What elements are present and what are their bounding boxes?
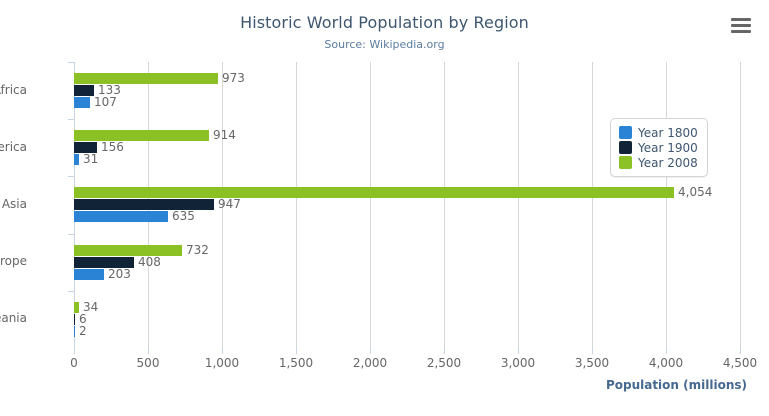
legend-item-year-2008[interactable]: Year 2008 [619,155,698,170]
x-axis-tick [666,348,667,354]
bar-oceania-year-2008[interactable] [74,301,79,313]
x-axis-tick [444,348,445,354]
legend-swatch-icon [619,156,632,169]
gridline [444,62,445,348]
category-label-oceania: Oceania [0,311,27,326]
bar-group: Europe 732 408 203 [0,233,740,291]
y-axis-tick [68,62,74,63]
bar-europe-year-1900[interactable] [74,256,134,268]
x-axis-tick [296,348,297,354]
bar-value-label: 947 [218,197,241,212]
bar-africa-year-1800[interactable] [74,97,90,109]
bar-africa-year-2008[interactable] [74,73,218,85]
x-axis-tick [74,348,75,354]
chart-subtitle: Source: Wikipedia.org [324,38,445,51]
bar-africa-year-1900[interactable] [74,85,94,97]
bar-oceania-year-1900[interactable] [74,313,75,325]
bar-asia-year-1900[interactable] [74,199,214,211]
x-axis-tick [740,348,741,354]
bar-value-label: 31 [83,152,99,167]
bar-value-label: 6 [79,311,87,326]
x-axis-tick-label: 2,000 [352,356,388,370]
x-axis-tick-label: 500 [136,356,160,370]
category-label-asia: Asia [1,196,27,211]
x-axis-tick-label: 4,000 [648,356,684,370]
menu-bar-bottom [731,30,751,33]
x-axis-tick [222,348,223,354]
y-axis-tick [68,290,74,292]
bar-value-label: 156 [101,140,124,155]
legend-label: Year 1900 [638,140,698,155]
x-axis-tick [518,348,519,354]
x-axis-tick-label: 3,500 [574,356,610,370]
bar-europe-year-1800[interactable] [74,268,104,280]
bar-value-label: 34 [83,299,99,314]
bar-america-year-2008[interactable] [74,130,209,142]
bar-asia-year-2008[interactable] [74,187,674,199]
bar-group: Asia 4,054 947 635 [2,176,740,233]
bar-oceania-year-1800[interactable] [74,325,75,337]
gridline [666,62,667,348]
y-axis-tick [68,233,74,235]
y-axis-tick [68,176,74,178]
bar-america-year-1900[interactable] [74,142,97,154]
menu-bar-middle [731,24,751,27]
hamburger-menu-icon[interactable] [731,18,751,34]
legend-item-year-1800[interactable]: Year 1800 [619,125,698,140]
gridline [370,62,371,348]
y-axis-tick [68,119,74,121]
bar-value-label: 732 [186,242,209,257]
x-axis: 0 500 1,000 1,500 2,000 2,500 3,000 3,500 4,000 4… [70,348,757,372]
bar-value-label: 133 [98,83,121,98]
gridline [740,62,741,348]
bar-value-label: 408 [138,254,161,269]
legend-label: Year 1800 [638,125,698,140]
bar-value-label: 4,054 [678,185,713,200]
bar-value-label: 107 [94,95,117,110]
x-axis-tick [148,348,149,354]
legend-label: Year 2008 [638,155,698,170]
x-axis-tick [370,348,371,354]
x-axis-tick-label: 1,000 [204,356,240,370]
gridline [592,62,593,348]
legend-swatch-icon [619,126,632,139]
category-label-africa: Africa [0,82,27,97]
legend-swatch-icon [619,141,632,154]
bar-value-label: 973 [222,71,245,86]
menu-bar-top [731,18,751,21]
bar-asia-year-1800[interactable] [74,211,168,223]
x-axis-tick-label: 2,500 [426,356,462,370]
x-axis-tick-label: 0 [70,356,78,370]
category-label-europe: Europe [0,254,27,269]
category-label-america: America [0,139,27,154]
bar-value-label: 2 [79,323,87,338]
legend-item-year-1900[interactable]: Year 1900 [619,140,698,155]
x-axis-tick [592,348,593,354]
x-axis-title: Population (millions) [605,378,747,392]
chart-title: Historic World Population by Region [240,13,529,32]
chart-legend: Year 1800 Year 1900 Year 2008 [610,118,708,177]
gridline [518,62,519,348]
gridline [222,62,223,348]
bar-america-year-1800[interactable] [74,154,79,166]
x-axis-tick-label: 3,000 [500,356,536,370]
bar-value-label: 635 [172,209,195,224]
bar-europe-year-2008[interactable] [74,244,182,256]
gridline [296,62,297,348]
bar-value-label: 914 [213,128,236,143]
x-axis-tick-label: 4,500 [722,356,758,370]
x-axis-tick-label: 1,500 [278,356,314,370]
bar-value-label: 203 [108,266,131,281]
